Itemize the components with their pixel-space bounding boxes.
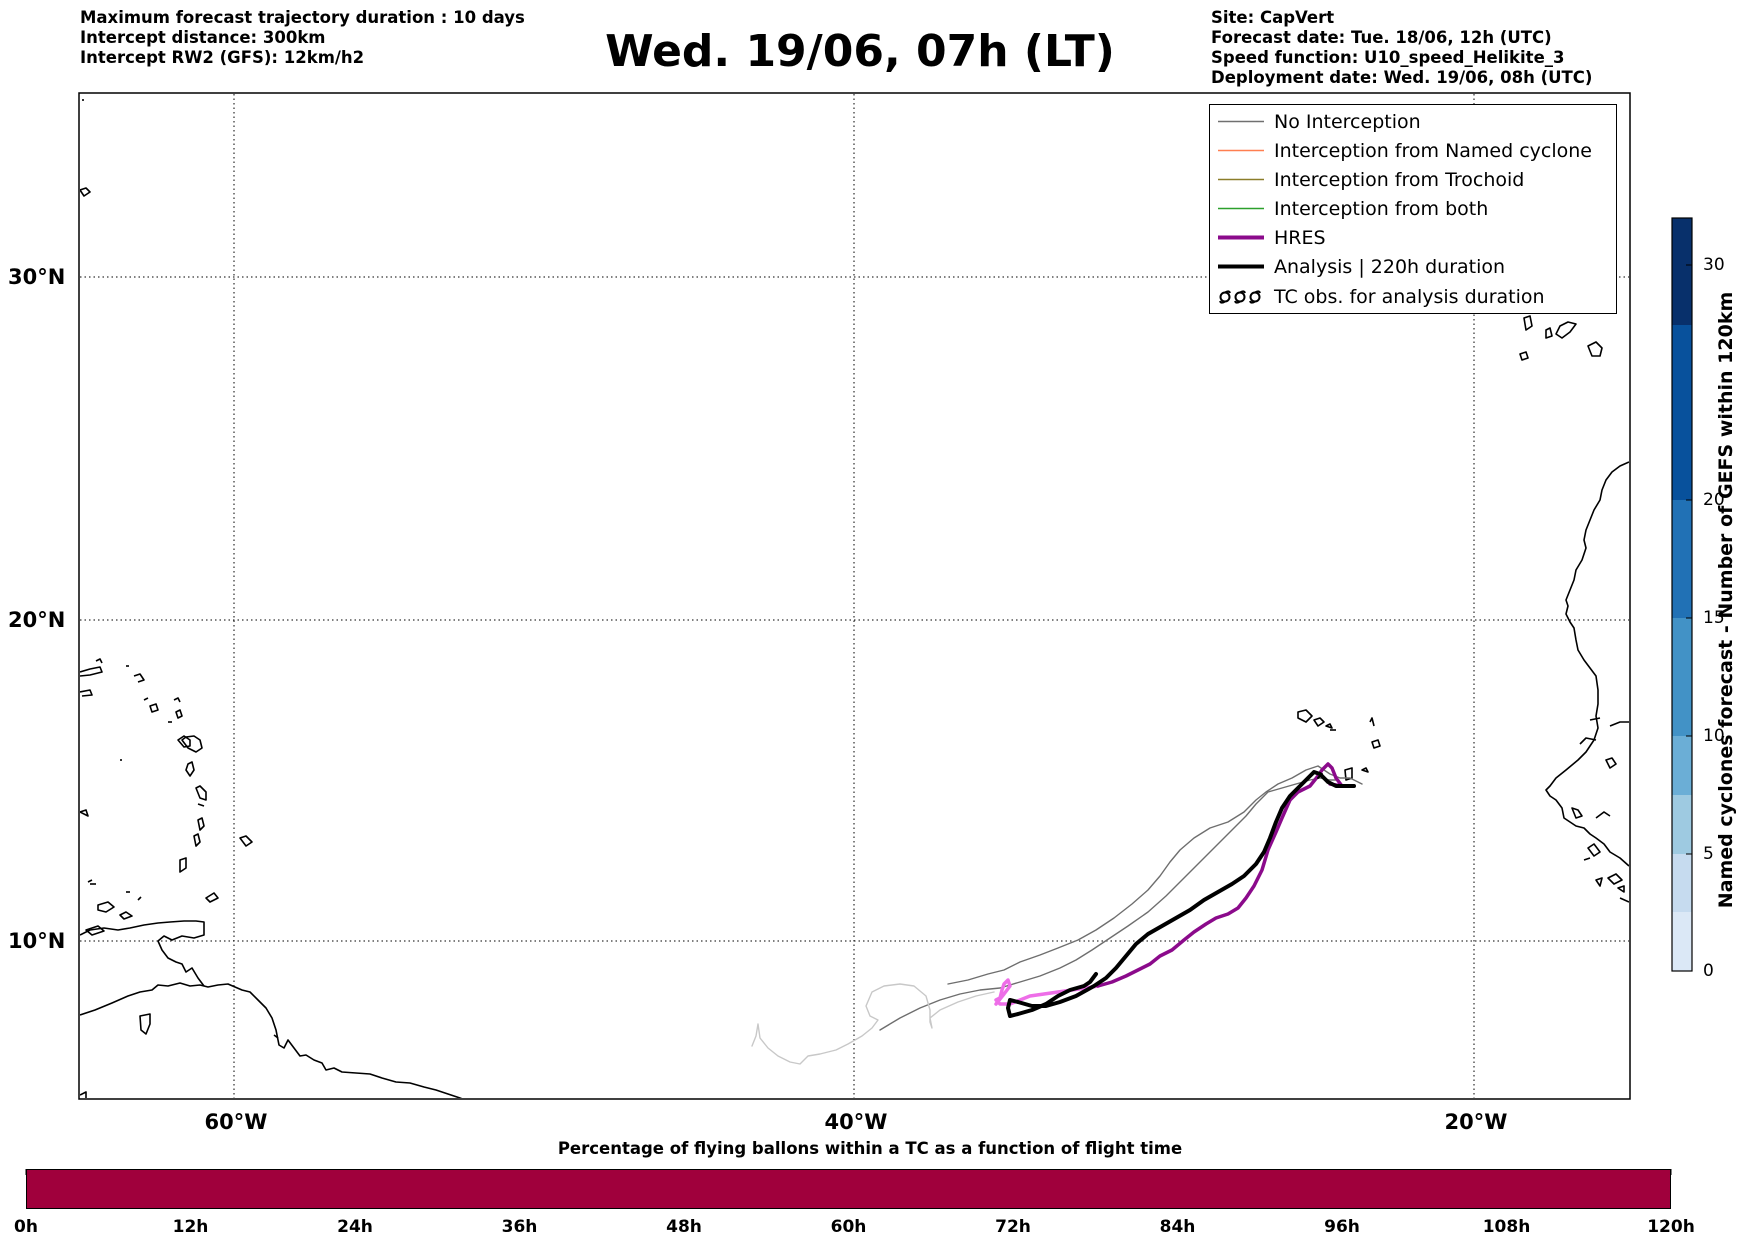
header-site: Site: CapVert bbox=[1211, 8, 1335, 27]
colorbar-label: Named cyclones forecast - Number of GEFS… bbox=[1715, 291, 1737, 909]
cbar-seg-2 bbox=[1672, 795, 1692, 854]
header-forecast-date: Forecast date: Tue. 18/06, 12h (UTC) bbox=[1211, 28, 1552, 47]
cbar-seg-7 bbox=[1672, 218, 1692, 325]
header-deployment-date: Deployment date: Wed. 19/06, 08h (UTC) bbox=[1211, 68, 1593, 87]
flight-bar-tick-label: 36h bbox=[501, 1217, 538, 1237]
legend-item-both: Interception from both bbox=[1210, 194, 1616, 223]
hres-early bbox=[994, 978, 1100, 1006]
cbar-seg-4 bbox=[1672, 618, 1692, 736]
coastlines bbox=[80, 99, 1629, 1098]
coastline-venezuela bbox=[80, 920, 205, 987]
flight-bar-tick-label: 108h bbox=[1482, 1217, 1531, 1237]
flight-bar-tick-label: 96h bbox=[1324, 1217, 1360, 1237]
cbar-tick-15: 15 bbox=[1703, 608, 1725, 628]
map-frame bbox=[78, 92, 1631, 1100]
header-intercept-rw2: Intercept RW2 (GFS): 12km/h2 bbox=[80, 48, 365, 67]
map-legend: No Interception Interception from Named … bbox=[1209, 104, 1617, 314]
flight-bar-tick-label: 48h bbox=[666, 1217, 702, 1237]
lat-label-30n: 30°N bbox=[8, 265, 66, 289]
flight-bar-title: Percentage of flying ballons within a TC… bbox=[557, 1139, 1183, 1158]
legend-item-analysis: Analysis | 220h duration bbox=[1210, 252, 1616, 281]
legend-label: Interception from Trochoid bbox=[1274, 168, 1525, 191]
coastline-cape-verde bbox=[1297, 709, 1313, 723]
legend-item-hres: HRES bbox=[1210, 223, 1616, 252]
coastline-south-america bbox=[80, 982, 463, 1098]
cbar-tick-0: 0 bbox=[1703, 961, 1714, 981]
lat-label-20n: 20°N bbox=[8, 608, 66, 632]
trajectory-grey-2 bbox=[879, 777, 1331, 1031]
cbar-tick-20: 20 bbox=[1703, 490, 1725, 510]
header-max-duration: Maximum forecast trajectory duration : 1… bbox=[80, 8, 525, 27]
flight-bar-tick-label: 0h bbox=[14, 1217, 38, 1237]
cbar-tick-5: 5 bbox=[1703, 844, 1714, 864]
flight-bar-tick-label: 84h bbox=[1159, 1217, 1196, 1237]
legend-item-named-cyclone: Interception from Named cyclone bbox=[1210, 136, 1616, 165]
flight-time-bar bbox=[26, 1169, 1671, 1209]
flight-bar-tick-label: 120h bbox=[1647, 1217, 1695, 1237]
flight-bar-tick-label: 12h bbox=[172, 1217, 209, 1237]
cbar-seg-6 bbox=[1672, 325, 1692, 500]
legend-label: Interception from both bbox=[1274, 197, 1489, 220]
trajectory-grey-1 bbox=[947, 765, 1363, 985]
cbar-tick-30: 30 bbox=[1703, 255, 1725, 275]
legend-label: HRES bbox=[1274, 226, 1326, 249]
lat-label-10n: 10°N bbox=[8, 929, 66, 953]
cbar-seg-0 bbox=[1672, 912, 1692, 971]
tc-obs-icon bbox=[1219, 290, 1261, 304]
page-title: Wed. 19/06, 07h (LT) bbox=[605, 26, 1115, 77]
flight-bar-tick-label: 72h bbox=[995, 1217, 1031, 1237]
header-speed-function: Speed function: U10_speed_Helikite_3 bbox=[1211, 48, 1565, 67]
flight-bar-tick-label: 60h bbox=[830, 1217, 867, 1237]
legend-label: Interception from Named cyclone bbox=[1274, 139, 1592, 162]
hres-late bbox=[1096, 762, 1344, 988]
coastline-canary-islands bbox=[1523, 315, 1533, 331]
cbar-seg-5 bbox=[1672, 500, 1692, 618]
header-intercept-distance: Intercept distance: 300km bbox=[80, 28, 326, 47]
header-left: Maximum forecast trajectory duration : 1… bbox=[80, 8, 525, 68]
legend-item-tc-obs: TC obs. for analysis duration bbox=[1210, 282, 1616, 311]
no-interception-trajectories bbox=[751, 765, 1363, 1065]
legend-label: TC obs. for analysis duration bbox=[1274, 285, 1545, 308]
analysis-trajectory bbox=[1006, 770, 1356, 1018]
coastline-africa bbox=[1545, 461, 1629, 867]
lon-label-40w: 40°W bbox=[824, 1110, 888, 1134]
legend-item-no-interception: No Interception bbox=[1210, 107, 1616, 136]
lon-label-60w: 60°W bbox=[204, 1110, 268, 1134]
named-cyclones-colorbar bbox=[1671, 217, 1693, 972]
lon-label-20w: 20°W bbox=[1444, 1110, 1508, 1134]
flight-bar-tick-label: 24h bbox=[337, 1217, 373, 1237]
legend-label: Analysis | 220h duration bbox=[1274, 255, 1506, 278]
trajectory-light-1 bbox=[751, 983, 995, 1065]
cbar-seg-3 bbox=[1672, 736, 1692, 795]
hres-trajectory bbox=[994, 762, 1344, 1006]
coastline-puerto-rico bbox=[80, 666, 103, 677]
legend-item-trochoid: Interception from Trochoid bbox=[1210, 165, 1616, 194]
cbar-tick-10: 10 bbox=[1703, 726, 1725, 746]
legend-label: No Interception bbox=[1274, 110, 1421, 133]
header-right: Site: CapVert Forecast date: Tue. 18/06,… bbox=[1211, 8, 1592, 88]
cbar-seg-1 bbox=[1672, 854, 1692, 912]
